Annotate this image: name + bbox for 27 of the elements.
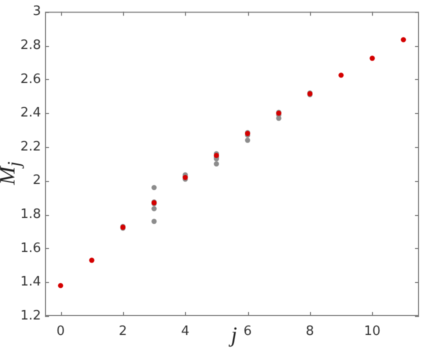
- y-tick-label: 1.4: [20, 274, 41, 290]
- point: [89, 258, 94, 263]
- x-tick-label: 6: [243, 324, 252, 340]
- x-tick-label: 4: [181, 324, 190, 340]
- point: [400, 37, 406, 42]
- point: [151, 206, 157, 212]
- y-tick-label: 2: [32, 173, 41, 188]
- point: [244, 138, 250, 143]
- point: [151, 184, 157, 190]
- y-tick-label: 2.4: [20, 106, 41, 121]
- y-tick-label: 2.6: [20, 72, 41, 87]
- y-tick-label: 1.8: [20, 206, 41, 222]
- x-axis-title: j: [230, 322, 238, 347]
- y-tick-label: 2.8: [20, 38, 41, 53]
- y-tick-label: 3: [32, 4, 41, 20]
- y-tick-label: 1.6: [20, 240, 41, 256]
- point: [338, 72, 344, 78]
- point: [214, 161, 220, 166]
- x-tick-label: 10: [364, 324, 381, 340]
- point: [58, 282, 64, 288]
- x-tick-label: 8: [306, 324, 314, 340]
- y-tick-label: 1.2: [20, 308, 41, 324]
- point: [151, 218, 157, 224]
- x-tick-label: 0: [56, 324, 65, 340]
- y-tick-label: 2.2: [20, 139, 41, 154]
- point: [370, 56, 375, 61]
- x-tick-label: 2: [118, 324, 128, 340]
